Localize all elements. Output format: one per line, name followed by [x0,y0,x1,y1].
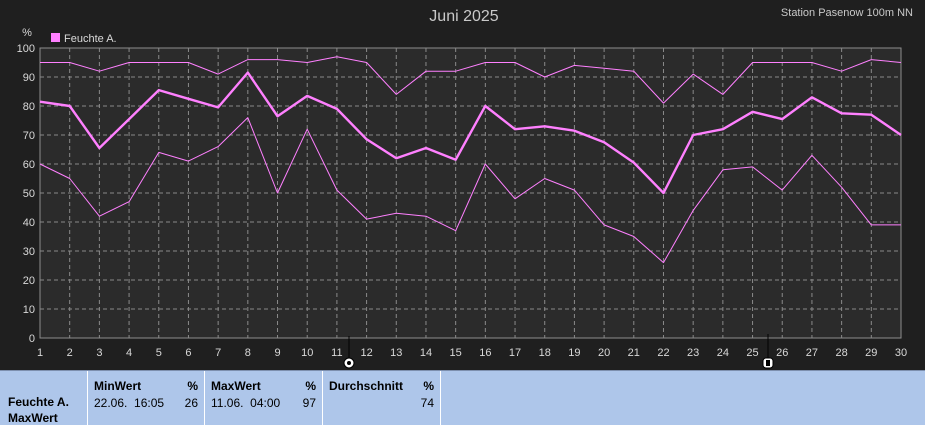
stats-series-name: Feuchte A. [8,395,69,409]
x-tick-label: 5 [156,347,162,359]
x-tick-label: 13 [390,347,402,359]
series-line-avg [39,71,902,195]
x-tick-labels: 1 2 3 4 5 6 7 8 9 10 11 12 13 14 15 16 17 18 19 20 21 22 23 24 2… [37,347,907,359]
y-tick-labels: 0 10 20 30 40 50 60 70 80 90 100 [17,43,35,345]
y-tick-label: 100 [17,43,35,55]
x-tick-label: 16 [479,347,491,359]
chart-title: Juni 2025 [429,8,498,25]
stats-avg-cell: Durchschnitt % 74 [323,371,441,425]
series-line-min [39,117,901,264]
x-tick-label: 22 [657,347,669,359]
stats-max-time: 11.06. 04:00 [211,396,281,410]
grid-layer [40,48,901,338]
x-tick-label: 14 [420,347,432,359]
y-tick-label: 50 [23,188,35,200]
x-tick-label: 29 [865,347,877,359]
y-tick-label: 40 [23,217,35,229]
x-tick-label: 15 [450,347,462,359]
x-tick-label: 28 [835,347,847,359]
x-tick-label: 3 [96,347,102,359]
x-tick-label: 30 [895,347,907,359]
stats-max-cell: MaxWert % 11.06. 04:00 97 [205,371,323,425]
stats-min-header: MinWert [94,379,142,393]
y-tick-label: 20 [23,275,35,287]
legend-label: Feuchte A. [64,33,117,45]
x-tick-label: 7 [215,347,221,359]
chart-svg: Juni 2025 Station Pasenow 100m NN % Feuc… [17,7,913,369]
legend-swatch [51,33,60,42]
stats-min-cell: MinWert % 22.06. 16:05 26 [88,371,205,425]
y-tick-label: 30 [23,246,35,258]
stats-panel: Feuchte A. MaxWert MinWert % 22.06. 16:0… [0,370,925,425]
x-tick-label: 20 [598,347,610,359]
stats-min-time: 22.06. 16:05 [94,396,165,410]
x-tick-label: 4 [126,347,132,359]
x-tick-label: 26 [776,347,788,359]
stats-avg-unit: % [423,379,434,393]
stats-avg-value: 74 [420,396,434,410]
x-tick-label: 8 [245,347,251,359]
stats-max-unit: % [305,379,316,393]
x-tick-label: 25 [746,347,758,359]
x-tick-label: 18 [539,347,551,359]
series-line-max [40,56,902,104]
chart-area: Juni 2025 Station Pasenow 100m NN % Feuc… [16,7,914,369]
x-tick-label: 11 [331,347,342,359]
y-tick-label: 80 [23,101,35,113]
y-unit-label: % [22,27,32,39]
y-tick-label: 60 [23,159,35,171]
stats-max-value: 97 [302,396,316,410]
y-tick-label: 10 [23,304,35,316]
scroll-marker-left[interactable] [343,336,355,369]
x-tick-label: 21 [628,347,640,359]
stats-series-sub: MaxWert [8,411,58,425]
x-tick-label: 2 [67,347,73,359]
x-tick-label: 10 [301,347,313,359]
stats-min-value: 26 [184,396,198,410]
x-tick-label: 19 [568,347,580,359]
x-tick-label: 12 [360,347,372,359]
station-label: Station Pasenow 100m NN [781,7,913,19]
x-tick-label: 6 [185,347,191,359]
stats-avg-header: Durchschnitt [329,379,404,393]
y-tick-label: 90 [23,72,35,84]
x-tick-label: 23 [687,347,699,359]
y-tick-label: 0 [29,333,35,345]
x-tick-label: 24 [717,347,729,359]
x-tick-label: 17 [509,347,521,359]
x-tick-label: 27 [806,347,818,359]
stats-min-unit: % [187,379,198,393]
x-tick-label: 1 [37,347,43,359]
y-tick-label: 70 [23,130,35,142]
x-tick-label: 9 [274,347,280,359]
stats-series-cell: Feuchte A. MaxWert [0,371,88,425]
stats-max-header: MaxWert [211,379,261,393]
series-layer [39,56,902,264]
scroll-marker-right[interactable] [762,334,774,369]
